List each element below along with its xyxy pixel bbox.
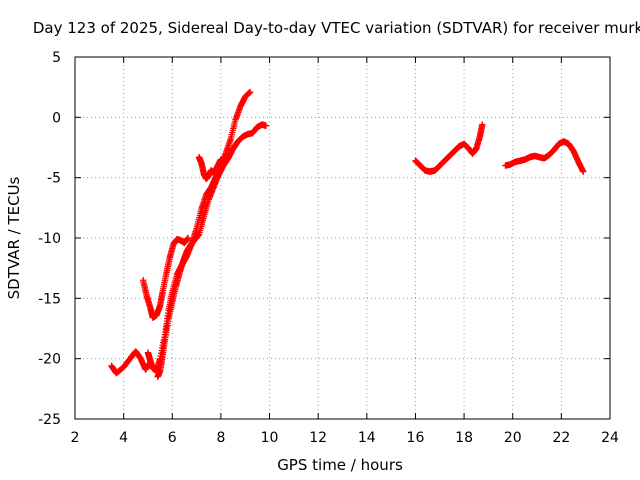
x-tick-label: 4 <box>119 430 128 446</box>
y-tick-label: -5 <box>47 171 61 187</box>
x-tick-label: 24 <box>601 430 619 446</box>
chart-title: Day 123 of 2025, Sidereal Day-to-day VTE… <box>33 19 640 37</box>
data-point <box>262 122 270 129</box>
y-tick-label: -25 <box>38 412 61 428</box>
data-point <box>580 168 587 175</box>
series-arc-4 <box>154 121 270 380</box>
series-arc-6 <box>412 121 486 175</box>
y-tick-label: 5 <box>52 50 61 66</box>
series-arc-1 <box>108 348 152 377</box>
series-arc-7 <box>502 138 587 175</box>
x-axis-label: GPS time / hours <box>277 456 403 474</box>
data-point <box>479 121 486 128</box>
x-tick-label: 12 <box>309 430 327 446</box>
x-tick-label: 20 <box>504 430 522 446</box>
x-tick-label: 10 <box>261 430 279 446</box>
y-tick-label: -20 <box>38 352 61 368</box>
y-axis-label: SDTVAR / TECUs <box>5 176 23 299</box>
y-tick-label: -10 <box>38 231 61 247</box>
data-point <box>217 156 225 163</box>
x-tick-label: 8 <box>216 430 225 446</box>
grid-layer <box>75 57 610 419</box>
x-tick-label: 22 <box>552 430 570 446</box>
series-arc-5 <box>195 153 225 183</box>
x-tick-label: 18 <box>455 430 473 446</box>
x-tick-label: 6 <box>168 430 177 446</box>
x-tick-label: 2 <box>71 430 80 446</box>
data-point <box>246 88 254 96</box>
y-tick-label: 0 <box>52 110 61 126</box>
y-tick-label: -15 <box>38 291 61 307</box>
series-arc-2 <box>139 234 192 321</box>
data-layer <box>108 88 587 380</box>
plot-frame <box>74 56 611 420</box>
x-tick-label: 14 <box>358 430 376 446</box>
data-point <box>184 234 192 242</box>
x-tick-label: 16 <box>407 430 425 446</box>
